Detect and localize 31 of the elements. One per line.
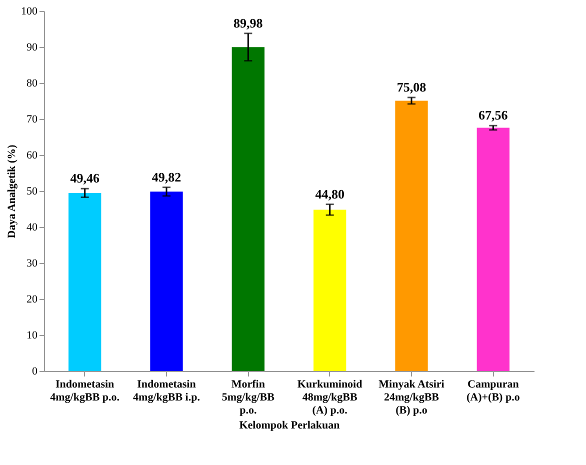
data-label: 75,08 xyxy=(396,79,427,94)
x-tick-label: Morfin 5mg/kg/BB p.o. xyxy=(222,378,276,416)
bar xyxy=(314,210,346,371)
x-tick-label: Minyak Atsiri 24mg/kgBB (B) p.o xyxy=(378,378,444,416)
y-tick-label: 80 xyxy=(26,78,38,90)
y-tick-label: 10 xyxy=(26,330,38,342)
y-tick-label: 50 xyxy=(26,186,38,198)
y-tick-label: 90 xyxy=(26,42,38,54)
x-tick-label: Indometasin 4mg/kgBB p.o. xyxy=(50,378,120,404)
y-tick-label: 60 xyxy=(26,150,38,162)
y-tick-label: 30 xyxy=(26,258,38,270)
data-label: 49,82 xyxy=(152,169,182,184)
data-label: 89,98 xyxy=(234,15,264,30)
data-label: 49,46 xyxy=(70,170,100,186)
bar xyxy=(476,128,510,371)
bar xyxy=(232,47,264,371)
y-tick-label: 40 xyxy=(26,222,38,234)
x-tick-label: Kurkuminoid 48mg/kgBB (A) p.o. xyxy=(297,378,362,416)
y-tick-label: 100 xyxy=(21,6,38,18)
y-tick-label: 70 xyxy=(26,114,38,126)
x-tick-label: Campuran (A)+(B) p.o xyxy=(466,378,520,404)
bar xyxy=(68,192,102,371)
y-axis-title: Daya Analgetik (%) xyxy=(6,144,18,238)
bar xyxy=(395,100,428,371)
y-tick-label: 20 xyxy=(26,294,38,306)
bar xyxy=(150,192,183,371)
x-tick-label: Indometasin 4mg/kgBB i.p. xyxy=(133,378,200,404)
x-axis-title: Kelompok Perlakuan xyxy=(239,420,340,432)
data-label: 67,56 xyxy=(478,108,508,123)
y-tick-label: 0 xyxy=(32,366,38,378)
data-label: 44,80 xyxy=(315,186,344,202)
